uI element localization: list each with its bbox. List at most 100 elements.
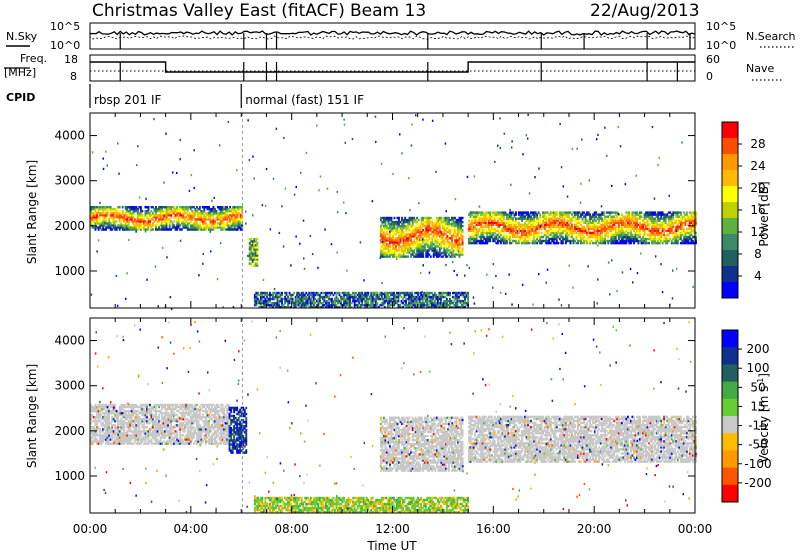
power-cell <box>285 297 288 301</box>
power-cell <box>604 223 607 227</box>
power-cell <box>546 239 549 243</box>
power-cell <box>424 295 427 299</box>
power-cell <box>455 235 458 238</box>
power-point <box>510 183 512 186</box>
power-cell <box>405 237 408 240</box>
velocity-cell <box>100 405 103 409</box>
power-cell <box>235 220 238 223</box>
power-cell <box>439 295 442 299</box>
power-cell <box>587 237 590 241</box>
power-cell <box>404 220 407 224</box>
power-cell <box>212 210 215 213</box>
power-cell <box>552 223 555 227</box>
power-cell <box>152 222 154 225</box>
power-cell <box>684 217 687 220</box>
power-cell <box>185 220 188 223</box>
power-cell <box>669 237 672 241</box>
power-cell <box>630 239 632 243</box>
power-cell <box>197 226 200 229</box>
power-cell <box>294 299 297 303</box>
power-cell <box>340 297 343 301</box>
power-cell <box>267 297 270 301</box>
power-cell <box>458 224 461 228</box>
power-cell <box>358 306 361 309</box>
power-cell <box>651 213 654 216</box>
power-cell <box>679 217 682 220</box>
power-cell <box>400 299 403 303</box>
power-cell <box>660 215 663 218</box>
power-cell <box>509 217 511 220</box>
power-cell <box>571 227 573 231</box>
power-cell <box>136 212 139 215</box>
power-cell <box>215 212 218 215</box>
power-cell <box>509 237 511 241</box>
power-cell <box>524 215 527 218</box>
power-cell <box>663 225 666 229</box>
power-cell <box>377 306 380 309</box>
power-cell <box>276 293 279 297</box>
power-cell <box>420 222 423 226</box>
power-cell <box>513 215 516 218</box>
power-point <box>499 147 501 150</box>
power-point <box>336 251 338 254</box>
power-cell <box>574 215 576 218</box>
power-cell <box>593 223 596 227</box>
power-cell <box>658 213 661 216</box>
power-cell <box>198 214 201 217</box>
power-cell <box>444 220 447 224</box>
power-cell <box>628 213 631 216</box>
power-cell <box>413 249 416 252</box>
power-cell <box>590 221 593 225</box>
power-cell <box>429 220 432 224</box>
power-cell <box>347 291 350 295</box>
power-cell <box>531 217 534 220</box>
power-cell <box>182 208 185 211</box>
power-cell <box>312 306 315 309</box>
power-cell <box>542 217 545 220</box>
velocity-cell <box>94 430 97 433</box>
power-point <box>595 138 598 141</box>
power-point <box>609 293 611 296</box>
power-cell <box>460 220 463 224</box>
velocity-cell <box>93 426 95 429</box>
power-cell <box>235 206 238 209</box>
power-cell <box>604 219 607 222</box>
power-cell <box>255 291 258 295</box>
power-cell <box>259 301 262 305</box>
power-cell <box>444 229 447 232</box>
power-cell <box>132 226 135 229</box>
power-cell <box>472 231 475 235</box>
power-cell <box>649 229 652 233</box>
power-cell <box>198 212 201 215</box>
power-cell <box>127 206 130 209</box>
power-cell <box>580 237 582 241</box>
power-cell <box>619 241 622 245</box>
power-cell <box>587 219 590 222</box>
power-cell <box>136 220 139 223</box>
power-cell <box>195 212 198 215</box>
power-cell <box>510 223 513 227</box>
power-cell <box>516 233 519 237</box>
power-cell <box>649 213 652 216</box>
power-cell <box>130 226 133 229</box>
power-cell <box>374 301 377 305</box>
power-cell <box>634 231 637 235</box>
power-cell <box>426 295 429 299</box>
power-cell <box>370 293 373 297</box>
power-ytick-label: 2000 <box>54 219 85 233</box>
power-cell <box>426 231 429 234</box>
power-cell <box>554 217 557 220</box>
power-cell <box>403 295 406 299</box>
power-cell <box>179 214 182 217</box>
power-cell <box>102 210 105 213</box>
power-cell <box>652 225 655 229</box>
power-cell <box>480 231 483 235</box>
power-cell <box>558 211 561 214</box>
power-cell <box>444 249 447 252</box>
power-cell <box>235 212 238 215</box>
power-cell <box>254 250 257 253</box>
power-cell <box>461 241 464 244</box>
power-cell <box>625 237 628 241</box>
power-cell <box>584 237 587 241</box>
power-cell <box>661 229 664 233</box>
